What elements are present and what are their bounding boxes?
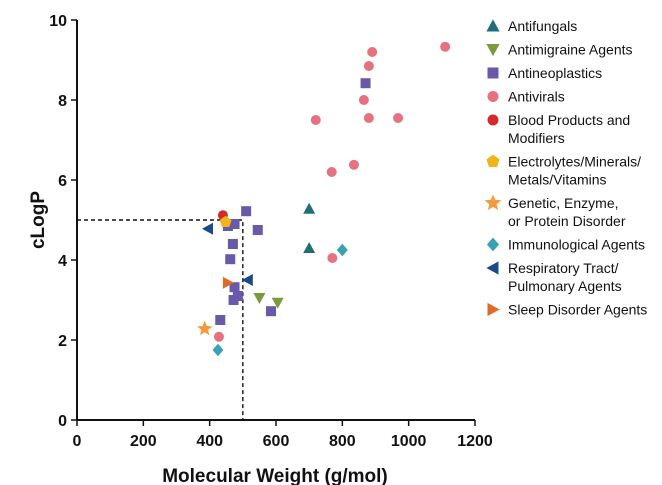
point-antivirals xyxy=(358,95,369,105)
x-tick-label: 200 xyxy=(130,433,157,450)
legend: Antifungals Antimigraine Agents Antineopla… xyxy=(484,18,647,318)
legend-marker-antifungals xyxy=(486,19,500,32)
x-tick-label: 0 xyxy=(73,433,82,450)
legend-label-immunological-agents: Immunological Agents xyxy=(508,237,645,253)
legend-marker-sleep-disorder-agents xyxy=(487,302,500,317)
x-tick-label: 800 xyxy=(329,433,356,450)
legend-marker-antimigraine-agents xyxy=(486,44,500,57)
point-antimigraine-agents xyxy=(271,297,284,309)
legend-label-electrolytes-minerals-metals-vitamins: Electrolytes/Minerals/Metals/Vitamins xyxy=(508,154,641,188)
x-tick-label: 1200 xyxy=(457,433,493,450)
point-respiratory-tract-pulmonary-agents xyxy=(202,222,214,235)
y-tick-label: 2 xyxy=(58,333,67,350)
y-tick-label: 6 xyxy=(58,173,67,190)
x-tick-label: 600 xyxy=(263,433,290,450)
point-antineoplastics xyxy=(360,78,371,89)
y-axis-label: cLogP xyxy=(28,191,49,249)
ticks: 0 200 400 600 800 1000 1200 0 2 4 6 8 10 xyxy=(49,13,493,450)
point-respiratory-tract-pulmonary-agents xyxy=(241,274,253,286)
point-antivirals xyxy=(393,113,404,123)
point-immunological-agents xyxy=(336,243,348,257)
point-antivirals xyxy=(213,331,224,342)
point-antineoplastics xyxy=(229,282,240,293)
y-tick-label: 10 xyxy=(49,13,67,30)
legend-marker-blood-products-and-modifiers xyxy=(487,114,499,126)
point-antivirals xyxy=(440,41,451,52)
legend-label-sleep-disorder-agents: Sleep Disorder Agents xyxy=(508,302,647,318)
legend-marker-respiratory-tract-pulmonary-agents xyxy=(486,261,499,275)
y-tick-label: 8 xyxy=(58,93,67,110)
legend-label-genetic-enzyme-or-protein-disorder: Genetic, Enzyme, or Protein Disorder xyxy=(508,195,626,229)
point-antineoplastics xyxy=(252,225,263,235)
data-points xyxy=(197,41,451,357)
y-tick-label: 4 xyxy=(58,253,67,270)
point-antineoplastics xyxy=(215,315,226,325)
x-tick-label: 400 xyxy=(196,433,223,450)
legend-marker-antivirals xyxy=(487,91,499,102)
point-antineoplastics xyxy=(229,219,240,229)
legend-label-antimigraine-agents: Antimigraine Agents xyxy=(508,42,633,58)
legend-marker-antineoplastics xyxy=(487,67,499,79)
point-antineoplastics xyxy=(266,306,277,317)
x-axis-label: Molecular Weight (g/mol) xyxy=(162,466,388,485)
point-immunological-agents xyxy=(212,343,224,357)
legend-label-antineoplastics: Antineoplastics xyxy=(508,65,602,81)
point-antifungals xyxy=(303,242,316,253)
point-antineoplastics xyxy=(227,239,238,249)
point-antineoplastics xyxy=(241,206,252,217)
point-antivirals xyxy=(326,167,337,177)
point-antivirals xyxy=(348,159,359,170)
point-antivirals xyxy=(367,47,378,57)
point-antineoplastics xyxy=(228,295,239,305)
legend-marker-genetic-enzyme-or-protein-disorder xyxy=(484,194,502,211)
y-tick-label: 0 xyxy=(58,413,67,430)
point-antivirals xyxy=(310,115,321,125)
legend-label-antivirals: Antivirals xyxy=(508,89,565,105)
legend-label-antifungals: Antifungals xyxy=(508,18,577,34)
legend-marker-electrolytes-minerals-metals-vitamins xyxy=(486,154,500,168)
point-antifungals xyxy=(303,202,316,214)
point-electrolytes-minerals-metals-vitamins xyxy=(219,215,232,228)
point-antineoplastics xyxy=(225,254,236,265)
legend-marker-immunological-agents xyxy=(486,237,500,252)
point-antivirals xyxy=(327,253,338,263)
legend-label-blood-products-and-modifiers: Blood Products and Modifiers xyxy=(508,112,630,146)
point-antimigraine-agents xyxy=(253,293,266,304)
point-antivirals xyxy=(363,61,374,71)
point-sleep-disorder-agents xyxy=(222,276,234,289)
legend-label-respiratory-tract-pulmonary-agents: Respiratory Tract/Pulmonary Agents xyxy=(508,260,622,294)
point-antivirals xyxy=(363,113,374,123)
point-genetic-enzyme-or-protein-disorder xyxy=(197,320,213,336)
x-tick-label: 1000 xyxy=(391,433,427,450)
